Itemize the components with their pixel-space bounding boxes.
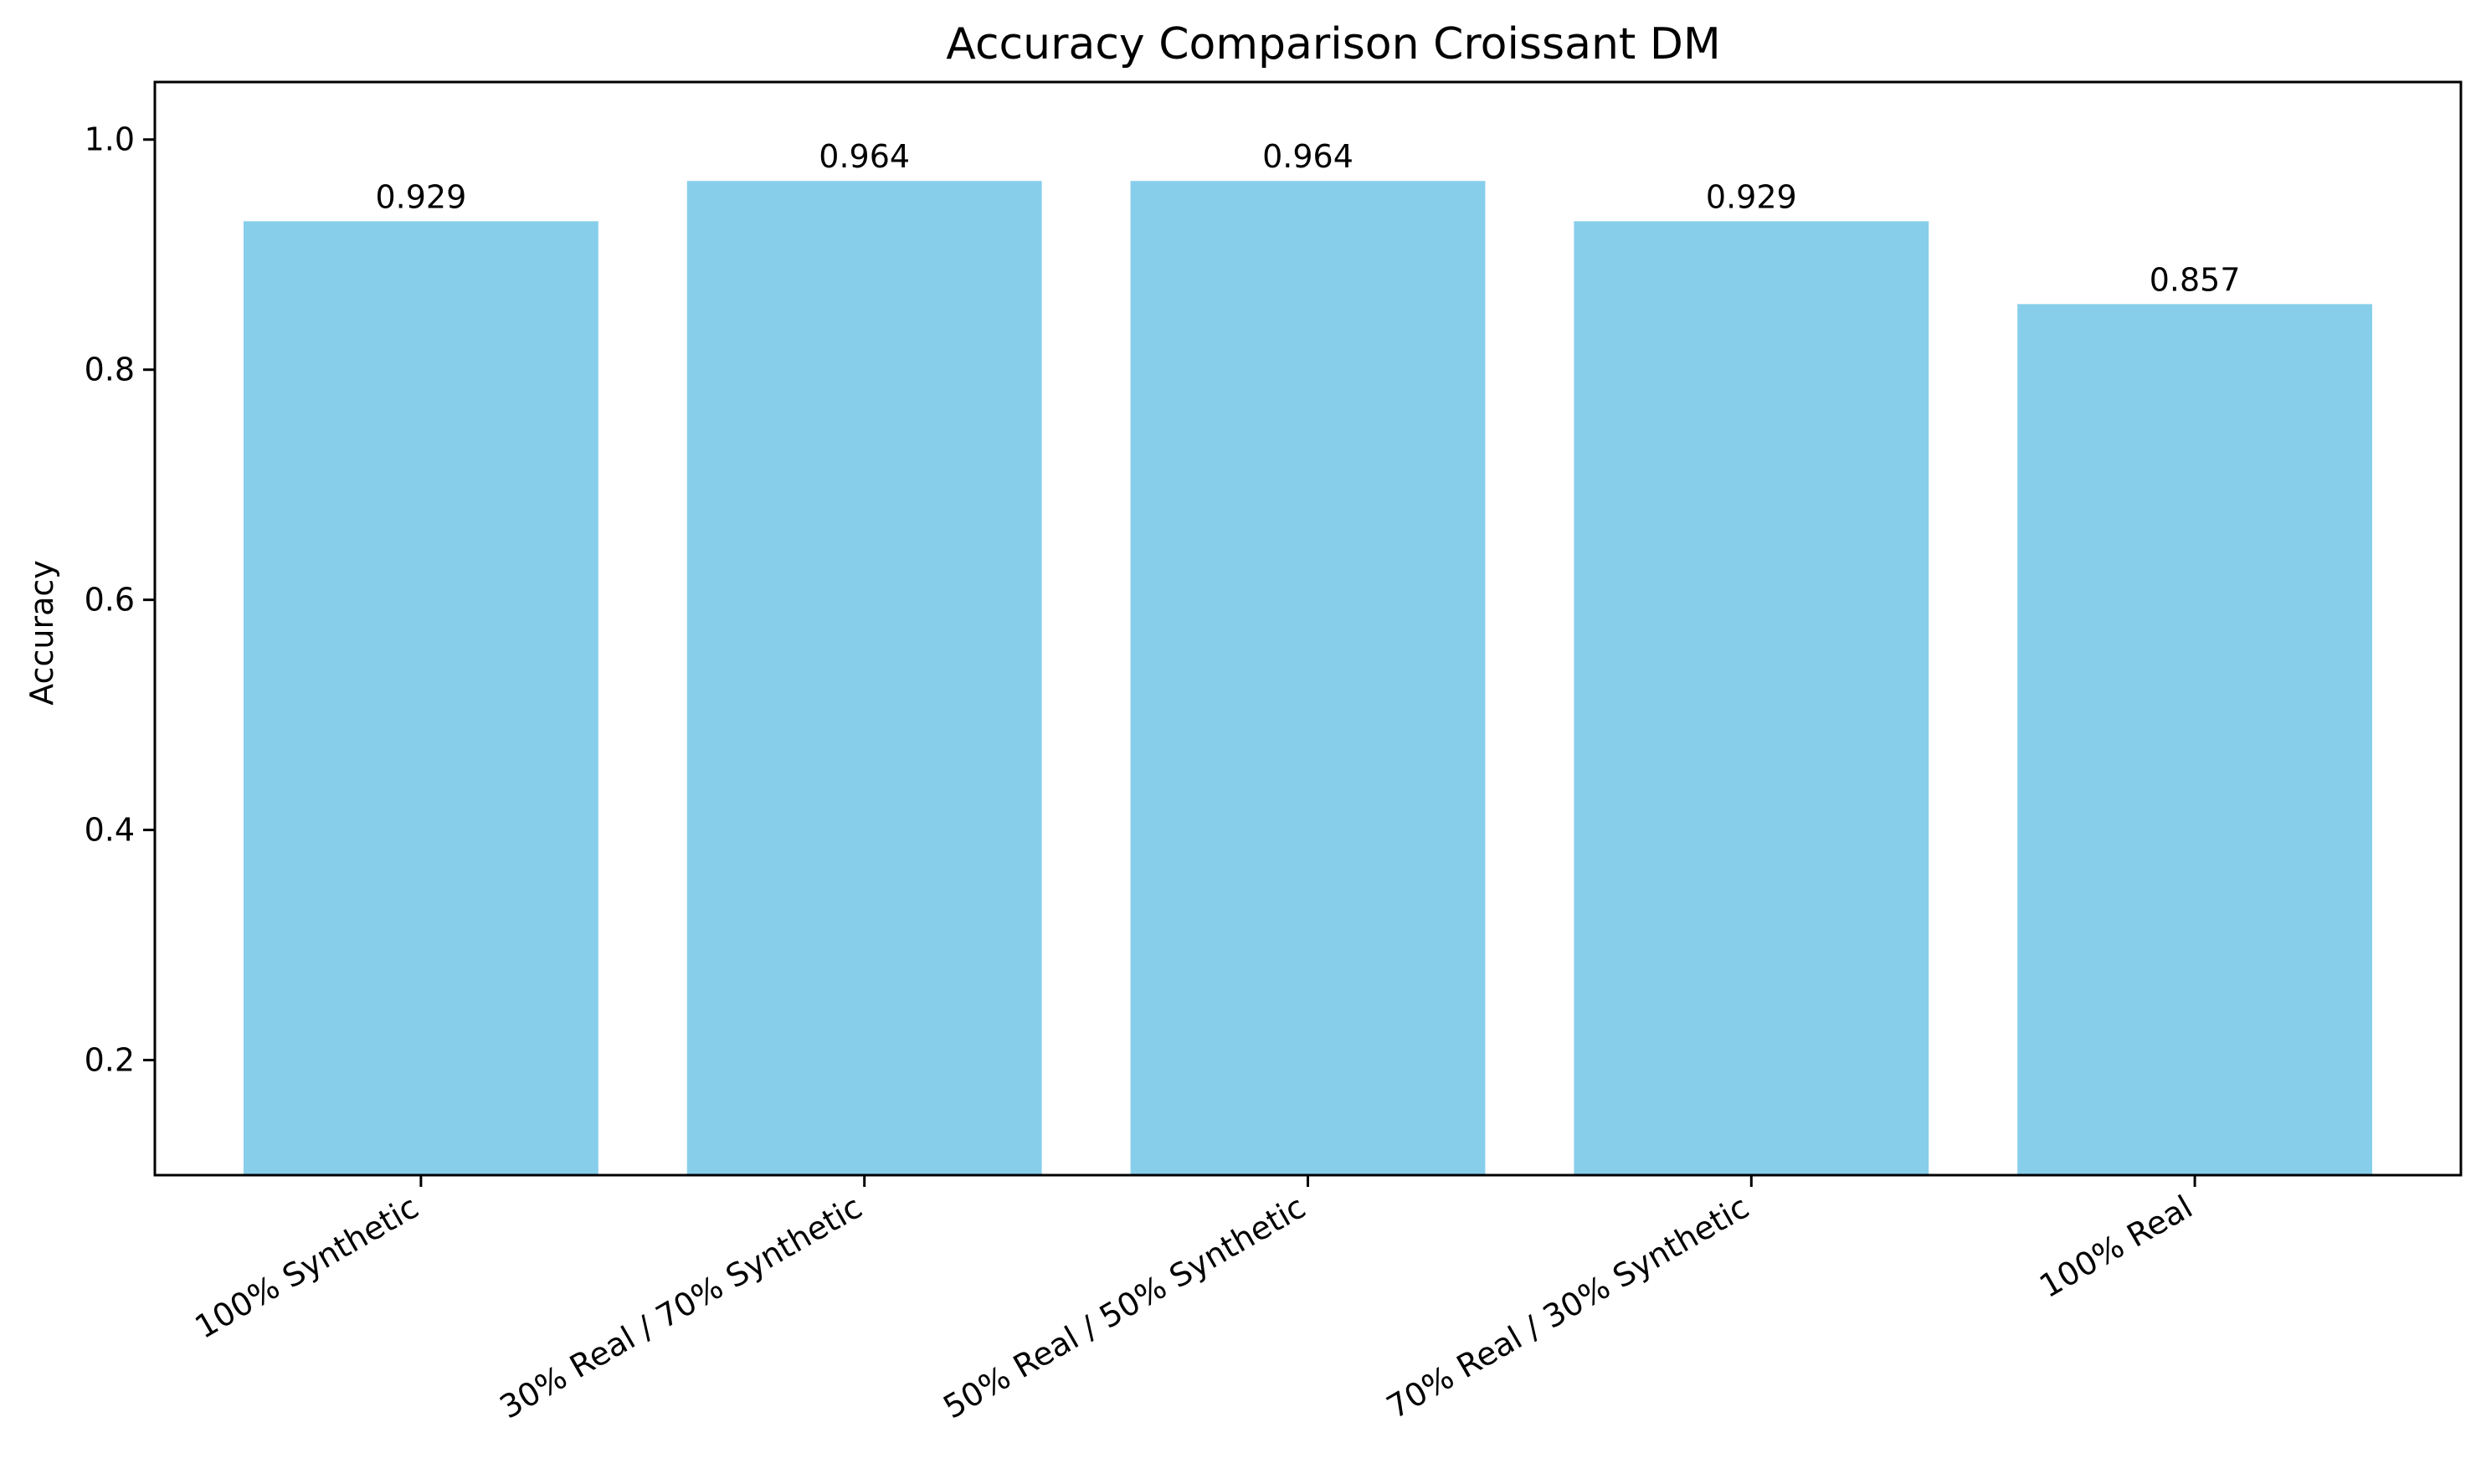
y-axis-ticks: 0.2 0.4 0.6 0.8 1.0 [85, 121, 155, 1079]
x-tick-label: 70% Real / 30% Synthetic [1380, 1189, 1755, 1426]
x-tick-label: 30% Real / 70% Synthetic [494, 1189, 869, 1426]
bar [243, 221, 598, 1176]
chart-title: Accuracy Comparison Croissant DM [946, 19, 1720, 69]
bars-layer [243, 181, 2373, 1176]
y-tick-label: 0.4 [85, 812, 135, 849]
bar [1574, 221, 1929, 1176]
bar [686, 181, 1042, 1175]
y-tick-label: 0.8 [85, 352, 135, 388]
y-axis-label: Accuracy [23, 560, 60, 706]
bar-value-label: 0.857 [2150, 261, 2241, 298]
y-tick-label: 0.6 [85, 582, 135, 619]
x-tick-label: 50% Real / 50% Synthetic [937, 1189, 1312, 1426]
bar-value-label: 0.929 [1706, 178, 1797, 215]
bar [2017, 304, 2373, 1175]
bar-value-label: 0.929 [375, 178, 466, 215]
x-axis-ticks: 100% Synthetic 30% Real / 70% Synthetic 50… [188, 1175, 2199, 1426]
bar [1130, 181, 1486, 1175]
y-tick-label: 1.0 [85, 121, 135, 158]
x-tick-label: 100% Real [2033, 1189, 2198, 1305]
plot-area-frame [153, 80, 2463, 1177]
x-tick-label: 100% Synthetic [188, 1189, 424, 1346]
y-tick-label: 0.2 [85, 1042, 135, 1079]
value-labels-layer: 0.929 0.964 0.964 0.929 0.857 [375, 138, 2240, 298]
bar-value-label: 0.964 [819, 138, 910, 175]
bar-value-label: 0.964 [1262, 138, 1353, 175]
